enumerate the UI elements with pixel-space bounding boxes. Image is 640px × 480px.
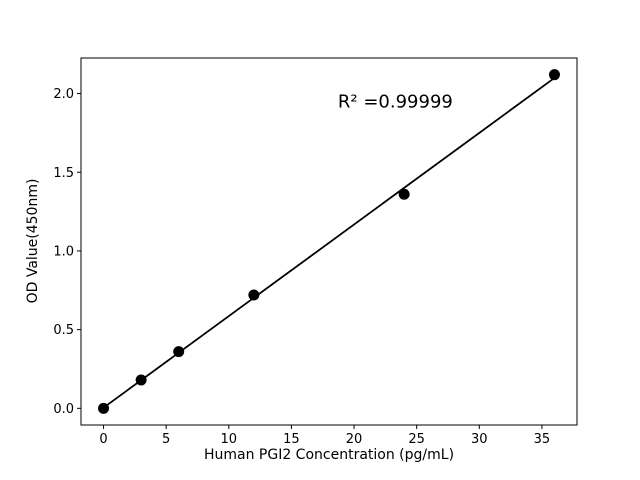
x-tick-label: 20 [346, 432, 363, 447]
data-point [135, 374, 147, 386]
x-tick-label: 5 [162, 432, 170, 447]
y-axis-label: OD Value(450nm) [25, 179, 41, 304]
data-point [248, 289, 260, 301]
x-tick-label: 35 [534, 432, 551, 447]
x-tick-label: 15 [283, 432, 300, 447]
fit-line [102, 77, 556, 409]
data-point [98, 402, 110, 414]
plot-layer: 0 5 10 15 20 25 30 35 0.0 0.5 1.0 1.5 2.0 [53, 69, 560, 447]
y-tick-label: 1.5 [53, 166, 74, 181]
data-point [398, 188, 410, 200]
plot-border [80, 57, 578, 426]
y-tick-label: 0.5 [53, 323, 74, 338]
x-tick-label: 10 [221, 432, 238, 447]
data-point [548, 69, 560, 81]
x-tick-label: 25 [408, 432, 425, 447]
x-axis-label: Human PGI2 Concentration (pg/mL) [204, 447, 454, 463]
x-tick-label: 0 [99, 432, 107, 447]
y-tick-label: 1.0 [53, 244, 74, 259]
x-tick-label: 30 [471, 432, 488, 447]
y-tick-label: 0.0 [53, 402, 74, 417]
y-tick-label: 2.0 [53, 87, 74, 102]
data-point [173, 346, 185, 358]
r-squared-annotation: R² =0.99999 [338, 91, 453, 112]
